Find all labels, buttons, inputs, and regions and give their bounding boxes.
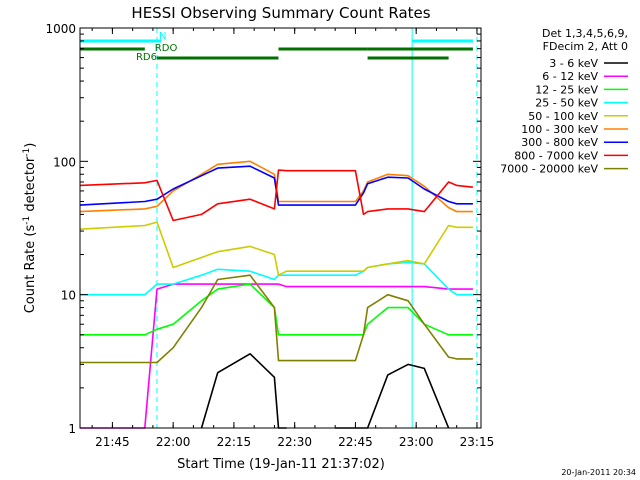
legend-label-6: 300 - 800 keV xyxy=(521,136,598,149)
y-axis-label-mid: detector xyxy=(23,156,38,216)
legend: Det 1,3,4,5,6,9,FDecim 2, Att 0 3 - 6 keV… xyxy=(500,27,628,176)
legend-header-0: Det 1,3,4,5,6,9, xyxy=(542,27,628,40)
y-tick-label-1: 10 xyxy=(61,289,76,303)
x-tick-label-6: 23:15 xyxy=(460,435,495,449)
legend-label-1: 6 - 12 keV xyxy=(542,70,598,83)
series-line-1 xyxy=(80,283,473,429)
legend-label-5: 100 - 300 keV xyxy=(521,123,598,136)
y-axis-label-end: ) xyxy=(23,143,38,148)
chart-title: HESSI Observing Summary Count Rates xyxy=(131,4,430,22)
legend-header-1: FDecim 2, Att 0 xyxy=(543,40,628,53)
plot-frame xyxy=(79,27,482,429)
legend-label-7: 800 - 7000 keV xyxy=(514,149,598,162)
series-line-2 xyxy=(80,283,473,336)
legend-label-3: 25 - 50 keV xyxy=(535,97,598,110)
axes: 21:45 22:00 22:15 22:30 22:45 23:00 23:15 1 10 10… xyxy=(45,22,494,449)
y-axis-label-sup2: -1 xyxy=(22,148,32,157)
legend-label-4: 50 - 100 keV xyxy=(528,110,598,123)
series-line-8 xyxy=(80,274,473,364)
legend-label-8: 7000 - 20000 keV xyxy=(500,163,598,176)
x-tick-label-4: 22:45 xyxy=(338,435,373,449)
x-tick-label-2: 22:15 xyxy=(217,435,252,449)
y-tick-label-0: 1 xyxy=(68,422,76,436)
y-tick-label-3: 1000 xyxy=(45,22,76,36)
flag-label-2: RD6 xyxy=(136,52,157,63)
series-line-4 xyxy=(79,221,473,276)
vertical-markers xyxy=(79,28,478,428)
y-axis-label-sup1: -1 xyxy=(22,216,32,225)
legend-label-2: 12 - 25 keV xyxy=(535,83,598,96)
series-line-7 xyxy=(79,169,473,222)
flag-label-1: RDO xyxy=(155,43,178,54)
x-tick-label-1: 22:00 xyxy=(156,435,191,449)
x-tick-label-3: 22:30 xyxy=(277,435,312,449)
x-axis-label: Start Time (19-Jan-11 21:37:02) xyxy=(177,457,385,472)
x-tick-label-5: 23:00 xyxy=(399,435,434,449)
y-axis-label-main: Count Rate (s xyxy=(23,225,38,314)
footer-date: 20-Jan-2011 20:34 xyxy=(561,468,636,477)
series-line-6 xyxy=(79,165,473,206)
y-axis-label: Count Rate (s-1 detector-1) xyxy=(22,143,38,314)
series-lines xyxy=(79,160,473,429)
x-tick-label-0: 21:45 xyxy=(95,435,130,449)
flag-label-0: N xyxy=(159,31,166,42)
series-line-0 xyxy=(200,353,450,429)
y-tick-label-2: 100 xyxy=(53,155,76,169)
legend-label-0: 3 - 6 keV xyxy=(549,57,598,70)
